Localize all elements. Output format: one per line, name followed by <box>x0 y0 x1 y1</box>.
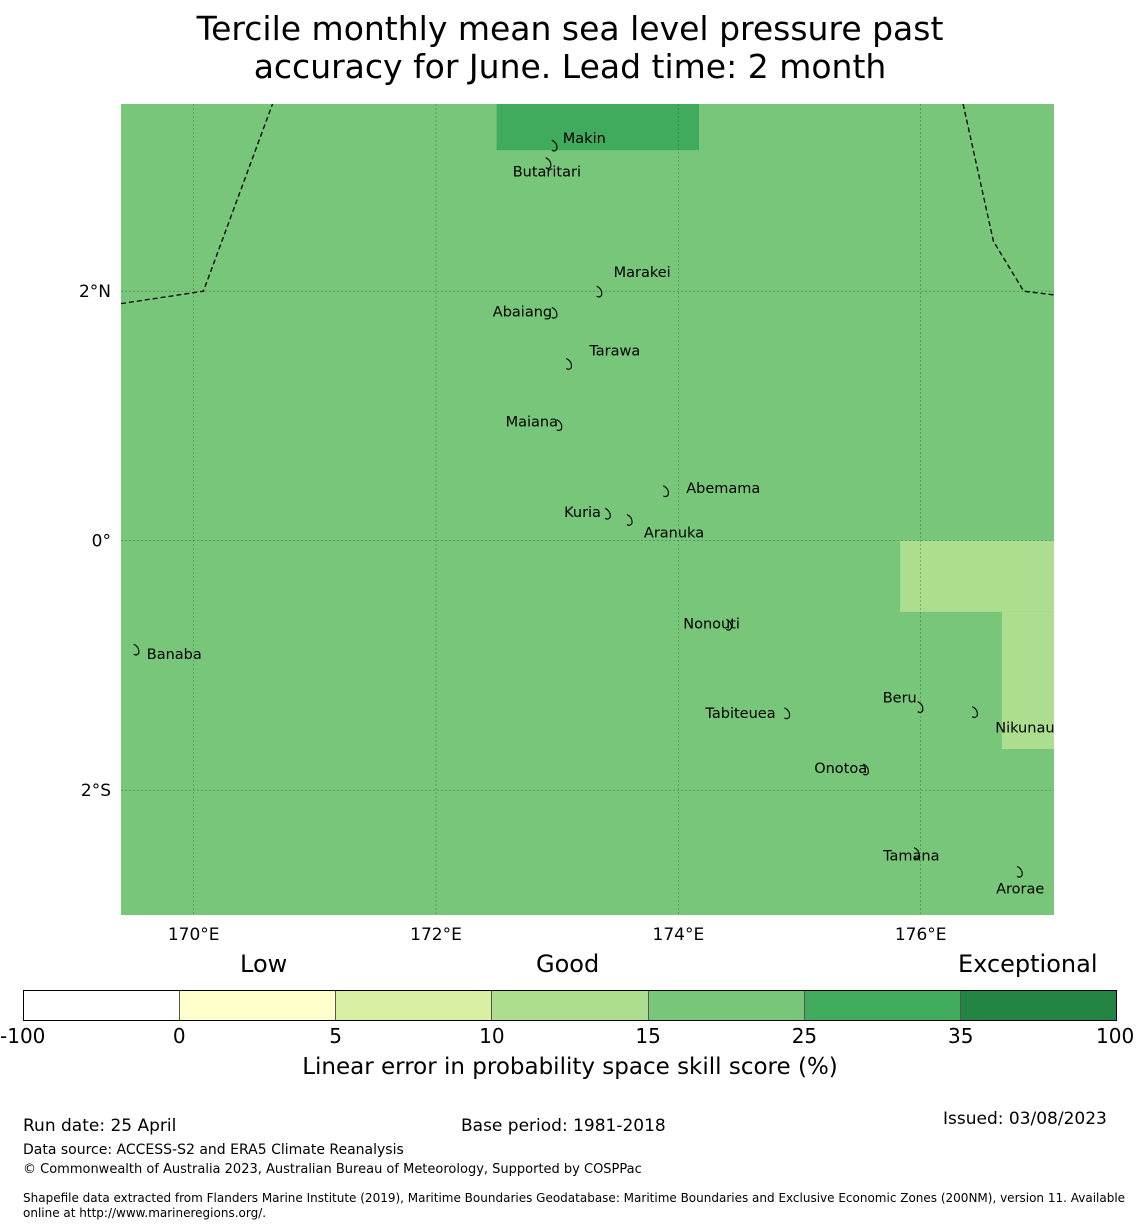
island-outline <box>913 847 920 859</box>
longitude-tick-label: 176°E <box>895 925 947 945</box>
island-label: Makin <box>563 131 606 147</box>
island-outline <box>596 285 603 298</box>
island-label: Nikunau <box>995 721 1054 737</box>
colorbar-tick-label: 35 <box>947 1024 974 1048</box>
colorbar-segment <box>960 991 1116 1020</box>
island-label: Abemama <box>686 481 760 497</box>
colorbar-segment <box>492 991 649 1020</box>
island-outline <box>1016 865 1023 878</box>
island-outline <box>604 507 611 520</box>
island-label: Kuria <box>564 505 601 521</box>
eez-boundary <box>120 103 274 305</box>
issued-date: Issued: 03/08/2023 <box>943 1109 1107 1129</box>
map-figure: 170°E 172°E 174°E 176°E 2°N 0° 2°S Makin Butarit… <box>79 103 1055 945</box>
colorbar-tick-label: 0 <box>172 1024 186 1048</box>
island-label: Beru <box>883 691 917 707</box>
island-outline <box>133 643 140 656</box>
colorbar-segment <box>24 991 181 1020</box>
island-outline <box>545 157 552 169</box>
colorbar-tick-label: 15 <box>635 1024 661 1048</box>
latitude-tick-label: 0° <box>92 532 111 552</box>
longitude-tick-label: 170°E <box>168 925 220 945</box>
island-outline <box>551 139 558 152</box>
colorbar-segment <box>336 991 493 1020</box>
title-line-2: accuracy for June. Lead time: 2 month <box>253 47 887 86</box>
data-source: Data source: ACCESS-S2 and ERA5 Climate … <box>23 1142 404 1158</box>
island-label: Butaritari <box>513 165 581 181</box>
shapefile-credit-line-2: online at http://www.marineregions.org/. <box>23 1206 267 1220</box>
island-label: Onotoa <box>814 761 867 777</box>
island-outline <box>971 706 978 718</box>
island-label: Banaba <box>147 647 202 663</box>
island-label: Maiana <box>506 415 558 431</box>
map-background <box>121 104 1054 915</box>
skill-cell <box>496 104 699 151</box>
colorbar-category-low: Low <box>240 950 288 978</box>
eez-boundary <box>962 103 1055 296</box>
island-label: Marakei <box>614 265 671 281</box>
colorbar-tick-label: 5 <box>329 1024 342 1048</box>
skill-cell <box>1001 611 1054 750</box>
longitude-tick-label: 174°E <box>653 925 705 945</box>
island-label: Arorae <box>996 881 1044 897</box>
island-outline <box>551 306 558 319</box>
island-outline <box>784 707 791 720</box>
colorbar-segment <box>180 991 337 1020</box>
longitude-tick-label: 172°E <box>410 925 462 945</box>
colorbar <box>23 990 1117 1021</box>
island-outline <box>725 618 732 631</box>
run-date: Run date: 25 April <box>23 1116 177 1136</box>
title-line-1: Tercile monthly mean sea level pressure … <box>196 9 944 48</box>
map-title: Tercile monthly mean sea level pressure … <box>0 10 1140 86</box>
colorbar-segment <box>804 991 961 1020</box>
island-label: Abaiang <box>493 304 552 320</box>
colorbar-tick-label: -100 <box>0 1024 46 1048</box>
island-label: Tabiteuea <box>704 706 775 722</box>
island-outline <box>862 763 869 776</box>
colorbar-tick-label: 25 <box>791 1024 818 1048</box>
island-label: Tamana <box>882 849 939 865</box>
island-label: Aranuka <box>644 525 704 541</box>
latitude-tick-label: 2°N <box>79 282 111 302</box>
colorbar-segment <box>648 991 805 1020</box>
island-label: Tarawa <box>588 344 640 360</box>
colorbar-category-good: Good <box>536 950 600 978</box>
latitude-tick-label: 2°S <box>81 781 111 801</box>
island-outline <box>566 358 573 370</box>
shapefile-credit-line-1: Shapefile data extracted from Flanders M… <box>23 1191 1126 1205</box>
island-outline <box>556 419 563 432</box>
colorbar-tick-label: 10 <box>479 1024 505 1048</box>
island-outline <box>917 701 924 713</box>
colorbar-label: Linear error in probability space skill … <box>302 1054 838 1080</box>
island-outline <box>626 513 633 526</box>
island-outline <box>662 485 669 498</box>
colorbar-tick-label: 100 <box>1096 1024 1135 1048</box>
copyright: © Commonwealth of Australia 2023, Austra… <box>23 1162 642 1177</box>
colorbar-category-exceptional: Exceptional <box>958 950 1098 978</box>
island-label: Nonouti <box>683 616 740 632</box>
base-period: Base period: 1981-2018 <box>461 1116 666 1136</box>
skill-cell <box>900 540 1054 612</box>
